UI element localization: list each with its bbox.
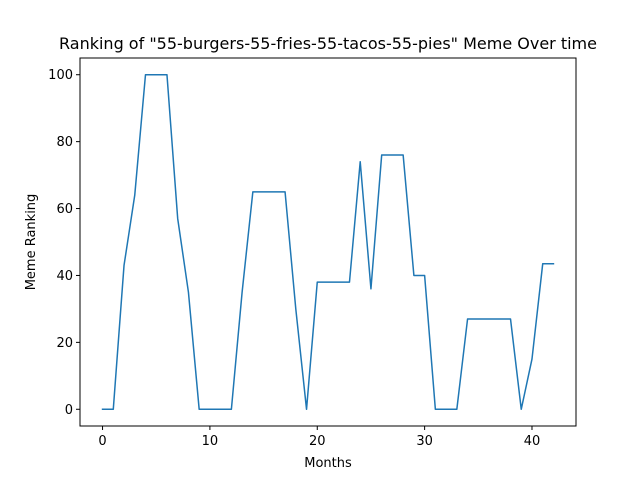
plot-frame bbox=[79, 57, 577, 427]
y-axis-title: Meme Ranking bbox=[24, 194, 39, 291]
x-tick-label: 20 bbox=[309, 434, 326, 449]
x-tick-label: 10 bbox=[202, 434, 219, 449]
y-tick-label: 60 bbox=[56, 202, 73, 217]
x-tick-label: 40 bbox=[524, 434, 541, 449]
plot-area bbox=[101, 73, 555, 411]
y-tick-label: 0 bbox=[65, 403, 73, 418]
y-tick-label: 40 bbox=[56, 269, 73, 284]
x-tick-label: 30 bbox=[416, 434, 433, 449]
y-tick-label: 20 bbox=[56, 336, 73, 351]
x-axis-title: Months bbox=[304, 456, 352, 471]
y-axis: 0 20 40 60 80 100 bbox=[48, 68, 80, 418]
y-tick-label: 80 bbox=[56, 135, 73, 150]
y-tick-label: 100 bbox=[48, 68, 73, 83]
x-axis: 0 10 20 30 40 bbox=[98, 426, 540, 449]
x-tick-label: 0 bbox=[98, 434, 106, 449]
series-line-0 bbox=[101, 73, 555, 411]
chart-title: Ranking of "55-burgers-55-fries-55-tacos… bbox=[59, 34, 597, 53]
